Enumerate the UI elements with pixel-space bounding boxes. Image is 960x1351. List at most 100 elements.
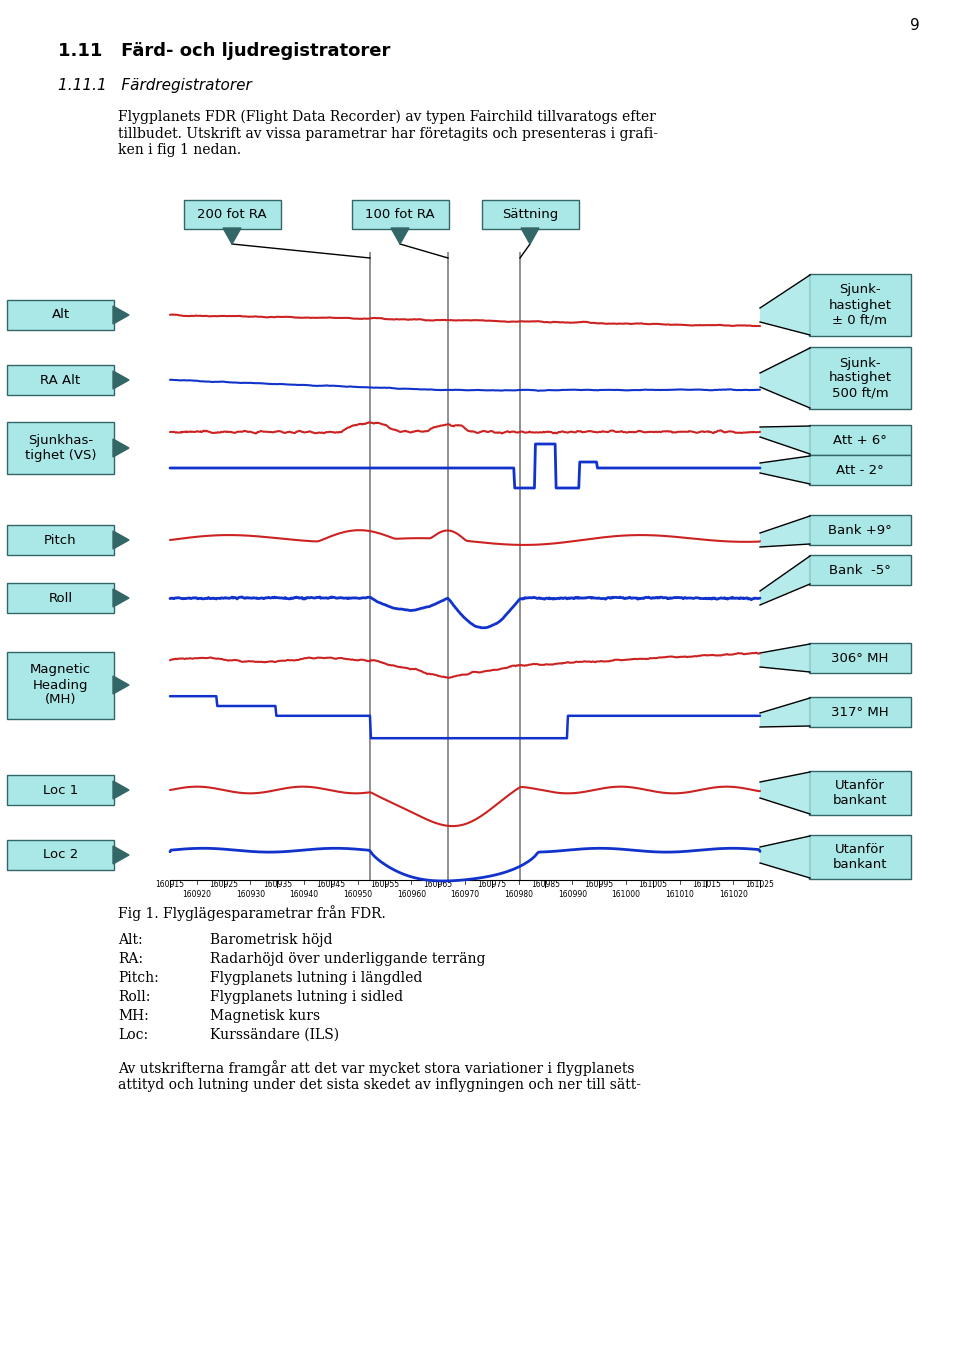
FancyBboxPatch shape <box>809 515 911 544</box>
Text: Magnetisk kurs: Magnetisk kurs <box>210 1009 320 1023</box>
FancyBboxPatch shape <box>809 347 911 409</box>
Polygon shape <box>521 228 539 245</box>
Text: Alt: Alt <box>52 308 69 322</box>
Text: Alt:: Alt: <box>118 934 143 947</box>
Text: 160945: 160945 <box>317 880 346 889</box>
Text: Loc 2: Loc 2 <box>43 848 78 862</box>
Text: Flygplanets lutning i längdled: Flygplanets lutning i längdled <box>210 971 422 985</box>
Polygon shape <box>760 426 810 454</box>
Text: Att - 2°: Att - 2° <box>836 463 884 477</box>
Text: Sättning: Sättning <box>502 208 558 222</box>
Text: 160955: 160955 <box>370 880 399 889</box>
Text: Radarhöjd över underliggande terräng: Radarhöjd över underliggande terräng <box>210 952 486 966</box>
Text: 306° MH: 306° MH <box>831 651 889 665</box>
Polygon shape <box>113 531 129 549</box>
Polygon shape <box>391 228 409 245</box>
Text: Flygplanets lutning i sidled: Flygplanets lutning i sidled <box>210 990 403 1004</box>
Text: 160975: 160975 <box>477 880 506 889</box>
FancyBboxPatch shape <box>7 775 114 805</box>
Text: Fig 1. Flyglägesparametrar från FDR.: Fig 1. Flyglägesparametrar från FDR. <box>118 905 386 921</box>
Polygon shape <box>760 349 810 408</box>
Text: Sjunk-
hastighet
± 0 ft/m: Sjunk- hastighet ± 0 ft/m <box>828 284 892 327</box>
FancyBboxPatch shape <box>7 651 114 719</box>
Polygon shape <box>760 698 810 727</box>
Text: Utanför
bankant: Utanför bankant <box>832 780 887 807</box>
Polygon shape <box>113 676 129 694</box>
Text: Loc:: Loc: <box>118 1028 148 1042</box>
Text: 161015: 161015 <box>692 880 721 889</box>
Text: Bank +9°: Bank +9° <box>828 523 892 536</box>
Text: 317° MH: 317° MH <box>831 705 889 719</box>
Text: 160915: 160915 <box>156 880 184 889</box>
Polygon shape <box>113 305 129 324</box>
Text: 161020: 161020 <box>719 890 748 898</box>
Text: 160940: 160940 <box>290 890 319 898</box>
FancyBboxPatch shape <box>7 422 114 474</box>
Text: 1.11   Färd- och ljudregistratorer: 1.11 Färd- och ljudregistratorer <box>58 42 391 59</box>
Text: Att + 6°: Att + 6° <box>833 434 887 446</box>
Text: Sjunk-
hastighet
500 ft/m: Sjunk- hastighet 500 ft/m <box>828 357 892 400</box>
Text: 200 fot RA: 200 fot RA <box>197 208 267 222</box>
Polygon shape <box>113 846 129 865</box>
Text: 9: 9 <box>910 18 920 32</box>
Polygon shape <box>760 557 810 605</box>
Text: Magnetic
Heading
(MH): Magnetic Heading (MH) <box>30 663 91 707</box>
Polygon shape <box>113 589 129 607</box>
Text: Av utskrifterna framgår att det var mycket stora variationer i flygplanets
attit: Av utskrifterna framgår att det var myck… <box>118 1061 641 1092</box>
Text: 160990: 160990 <box>558 890 587 898</box>
FancyBboxPatch shape <box>809 697 911 727</box>
FancyBboxPatch shape <box>7 840 114 870</box>
Text: Bank  -5°: Bank -5° <box>829 563 891 577</box>
FancyBboxPatch shape <box>809 835 911 880</box>
Text: 160985: 160985 <box>531 880 560 889</box>
Text: 160930: 160930 <box>236 890 265 898</box>
Text: RA:: RA: <box>118 952 143 966</box>
Text: 160980: 160980 <box>504 890 533 898</box>
Polygon shape <box>760 457 810 484</box>
Polygon shape <box>113 781 129 798</box>
FancyBboxPatch shape <box>809 426 911 455</box>
FancyBboxPatch shape <box>809 643 911 673</box>
Text: 160970: 160970 <box>450 890 480 898</box>
FancyBboxPatch shape <box>7 584 114 613</box>
FancyBboxPatch shape <box>482 200 579 230</box>
FancyBboxPatch shape <box>7 300 114 330</box>
Text: 160925: 160925 <box>209 880 238 889</box>
Text: 161010: 161010 <box>665 890 694 898</box>
Polygon shape <box>760 836 810 878</box>
Text: Sjunkhas-
tighet (VS): Sjunkhas- tighet (VS) <box>25 434 96 462</box>
FancyBboxPatch shape <box>809 555 911 585</box>
Text: 161005: 161005 <box>638 880 667 889</box>
Text: 161000: 161000 <box>612 890 640 898</box>
Text: 161025: 161025 <box>746 880 775 889</box>
FancyBboxPatch shape <box>7 365 114 394</box>
Text: RA Alt: RA Alt <box>40 373 81 386</box>
Text: MH:: MH: <box>118 1009 149 1023</box>
FancyBboxPatch shape <box>809 455 911 485</box>
FancyBboxPatch shape <box>351 200 448 230</box>
FancyBboxPatch shape <box>7 526 114 555</box>
Polygon shape <box>760 644 810 671</box>
Text: Roll: Roll <box>48 592 73 604</box>
Text: Utanför
bankant: Utanför bankant <box>832 843 887 871</box>
Polygon shape <box>760 516 810 547</box>
FancyBboxPatch shape <box>809 771 911 815</box>
Text: 160960: 160960 <box>396 890 426 898</box>
Polygon shape <box>113 372 129 389</box>
Text: Loc 1: Loc 1 <box>43 784 78 797</box>
Text: Roll:: Roll: <box>118 990 151 1004</box>
Text: 160935: 160935 <box>263 880 292 889</box>
Text: 160965: 160965 <box>423 880 453 889</box>
Text: 1.11.1   Färdregistratorer: 1.11.1 Färdregistratorer <box>58 78 252 93</box>
Text: Kurssändare (ILS): Kurssändare (ILS) <box>210 1028 339 1042</box>
Polygon shape <box>113 439 129 457</box>
Text: 160920: 160920 <box>182 890 211 898</box>
Text: Flygplanets FDR (Flight Data Recorder) av typen Fairchild tillvaratogs efter
til: Flygplanets FDR (Flight Data Recorder) a… <box>118 109 658 157</box>
Text: Pitch:: Pitch: <box>118 971 158 985</box>
FancyBboxPatch shape <box>183 200 280 230</box>
Polygon shape <box>760 771 810 815</box>
Text: 100 fot RA: 100 fot RA <box>365 208 435 222</box>
Polygon shape <box>223 228 241 245</box>
FancyBboxPatch shape <box>809 274 911 336</box>
Text: Barometrisk höjd: Barometrisk höjd <box>210 934 332 947</box>
